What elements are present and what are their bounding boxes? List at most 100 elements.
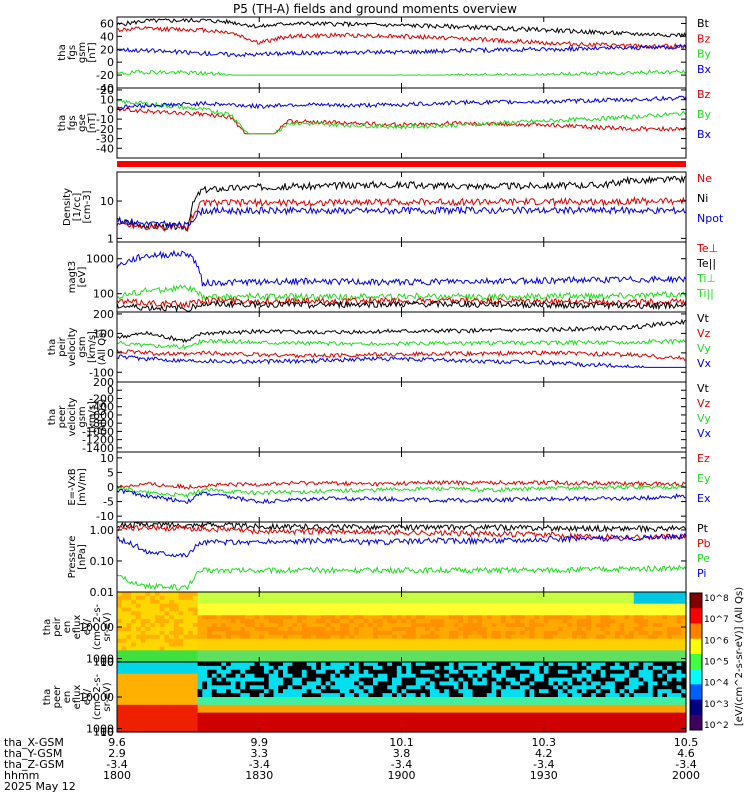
spectrogram-cell xyxy=(363,592,369,597)
spectrogram-cell xyxy=(467,611,474,616)
spectrogram-cell xyxy=(638,704,644,710)
spectrogram-cell xyxy=(520,634,526,640)
spectrogram-cell xyxy=(491,677,497,683)
spectrogram-cell xyxy=(448,662,455,667)
spectrogram-cell xyxy=(595,607,602,613)
spectrogram-cell xyxy=(463,681,469,686)
series-line-Bz xyxy=(117,25,686,50)
spectrogram-cell xyxy=(126,607,132,613)
spectrogram-cell xyxy=(453,665,459,671)
spectrogram-cell xyxy=(619,619,625,624)
y-tick-label: 1000 xyxy=(86,653,114,666)
spectrogram-cell xyxy=(249,642,256,648)
spectrogram-cell xyxy=(216,619,222,624)
spectrogram-cell xyxy=(159,603,165,609)
spectrogram-cell xyxy=(524,665,531,671)
spectrogram-cell xyxy=(420,724,426,729)
spectrogram-cell xyxy=(354,619,360,624)
spectrogram-cell xyxy=(207,669,213,675)
spectrogram-cell xyxy=(671,638,678,644)
spectrogram-cell xyxy=(524,685,531,690)
spectrogram-cell xyxy=(216,704,222,710)
spectrogram-cell xyxy=(477,700,483,706)
spectrogram-cell xyxy=(510,592,516,597)
spectrogram-cell xyxy=(425,638,431,644)
spectrogram-cell xyxy=(306,720,312,725)
spectrogram-cell xyxy=(226,634,232,640)
spectrogram-cell xyxy=(458,665,464,671)
spectrogram-cell xyxy=(240,650,246,655)
y-tick-label: 60 xyxy=(100,17,114,30)
spectrogram-cell xyxy=(524,599,531,605)
spectrogram-cell xyxy=(121,599,127,605)
spectrogram-cell xyxy=(268,592,274,597)
spectrogram-cell xyxy=(434,665,440,671)
spectrogram-cell xyxy=(662,704,668,710)
spectrogram-cell xyxy=(173,634,180,640)
spectrogram-cell xyxy=(548,615,554,620)
spectrogram-cell xyxy=(150,646,156,651)
spectrogram-cell xyxy=(316,685,322,690)
spectrogram-cell xyxy=(363,708,369,714)
spectrogram-cell xyxy=(415,654,421,659)
spectrogram-cell xyxy=(486,638,493,644)
spectrogram-cell xyxy=(581,619,587,624)
spectrogram-cell xyxy=(586,654,592,659)
spectrogram-cell xyxy=(648,716,654,721)
spectrogram-cell xyxy=(429,720,436,725)
spectrogram-cell xyxy=(486,662,493,667)
spectrogram-cell xyxy=(448,673,455,679)
colorbar-label: 10^7 xyxy=(704,615,729,625)
spectrogram-cell xyxy=(211,716,218,721)
spectrogram-cell xyxy=(226,642,232,648)
spectrogram-cell xyxy=(406,619,412,624)
spectrogram-cell xyxy=(401,712,407,718)
spectrogram-cell xyxy=(472,697,478,702)
spectrogram-cell xyxy=(638,697,644,702)
spectrogram-cell xyxy=(638,681,644,686)
spectrogram-cell xyxy=(278,595,284,601)
spectrogram-cell xyxy=(354,646,360,651)
spectrogram-cell xyxy=(283,599,289,605)
spectrogram-cell xyxy=(629,704,635,710)
spectrogram-cell xyxy=(396,697,403,702)
spectrogram-cell xyxy=(339,658,346,663)
spectrogram-cell xyxy=(311,630,317,636)
spectrogram-cell xyxy=(586,650,592,655)
spectrogram-cell xyxy=(382,642,388,648)
spectrogram-cell xyxy=(339,630,346,636)
spectrogram-cell xyxy=(192,681,199,686)
spectrogram-cell xyxy=(633,669,640,675)
spectrogram-cell xyxy=(192,693,199,698)
spectrogram-cell xyxy=(140,634,146,640)
spectrogram-cell xyxy=(358,693,365,698)
spectrogram-cell xyxy=(126,685,132,690)
spectrogram-cell xyxy=(320,599,327,605)
spectrogram-cell xyxy=(339,704,346,710)
spectrogram-cell xyxy=(486,681,493,686)
spectrogram-cell xyxy=(467,681,474,686)
spectrogram-cell xyxy=(520,700,526,706)
spectrogram-cell xyxy=(211,619,218,624)
spectrogram-cell xyxy=(515,704,521,710)
spectrogram-cell xyxy=(221,685,227,690)
spectrogram-cell xyxy=(325,634,331,640)
spectrogram-cell xyxy=(534,650,540,655)
spectrogram-cell xyxy=(268,689,274,694)
spectrogram-cell xyxy=(121,700,127,706)
spectrogram-cell xyxy=(344,623,350,628)
spectrogram-cell xyxy=(145,642,151,648)
spectrogram-cell xyxy=(638,685,644,690)
spectrogram-cell xyxy=(482,689,488,694)
spectrogram-cell xyxy=(619,697,625,702)
spectrogram-cell xyxy=(496,611,502,616)
spectrogram-cell xyxy=(425,665,431,671)
spectrogram-cell xyxy=(169,704,175,710)
spectrogram-cell xyxy=(363,642,369,648)
spectrogram-cell xyxy=(268,630,274,636)
spectrogram-cell xyxy=(667,689,673,694)
spectrogram-cell xyxy=(453,630,459,636)
spectrogram-cell xyxy=(240,592,246,597)
spectrogram-cell xyxy=(235,665,241,671)
spectrogram-cell xyxy=(491,724,497,729)
